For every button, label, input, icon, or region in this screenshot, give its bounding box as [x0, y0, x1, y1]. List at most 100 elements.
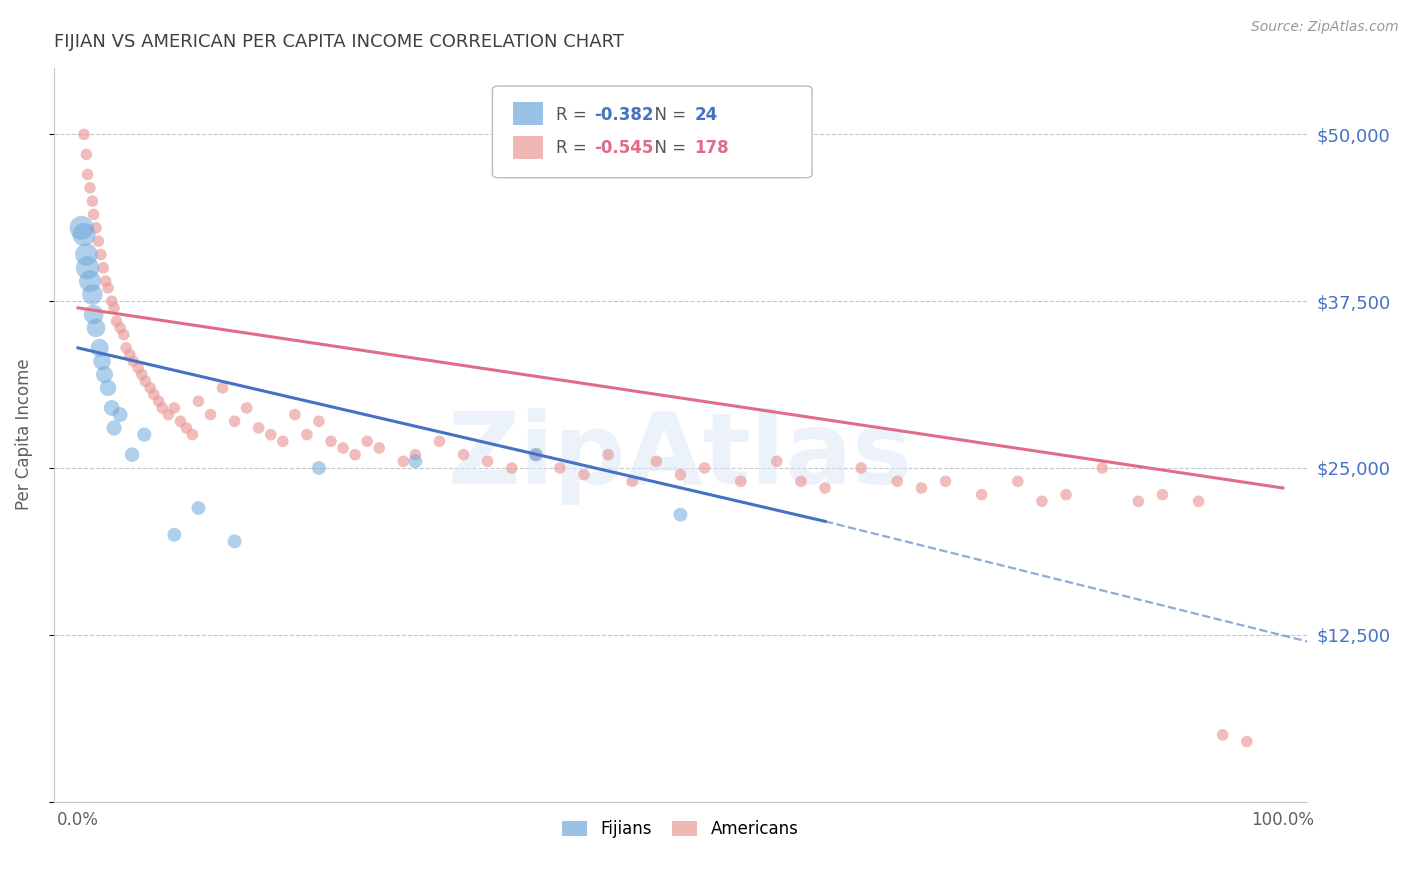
Point	[187, 394, 209, 409]
Point	[669, 467, 692, 482]
Point	[295, 427, 318, 442]
Point	[344, 448, 367, 462]
Point	[105, 314, 128, 328]
Point	[127, 360, 149, 375]
Point	[70, 220, 93, 235]
Point	[76, 260, 98, 275]
Point	[934, 475, 956, 489]
Point	[83, 308, 105, 322]
Point	[260, 427, 283, 442]
Point	[163, 401, 186, 415]
Point	[122, 354, 145, 368]
Point	[886, 475, 908, 489]
Point	[97, 381, 120, 395]
Point	[169, 414, 191, 428]
Text: N =: N =	[644, 105, 692, 124]
Point	[1152, 488, 1174, 502]
Point	[453, 448, 475, 462]
Point	[1091, 461, 1114, 475]
Point	[75, 147, 97, 161]
Point	[404, 454, 426, 468]
Point	[83, 207, 105, 221]
FancyBboxPatch shape	[513, 136, 543, 159]
Point	[79, 181, 101, 195]
Point	[79, 274, 101, 288]
Point	[211, 381, 233, 395]
Point	[621, 475, 644, 489]
Point	[103, 301, 125, 315]
Text: ZipAtlas: ZipAtlas	[449, 409, 912, 505]
Point	[76, 168, 98, 182]
Point	[103, 421, 125, 435]
Point	[121, 448, 143, 462]
Point	[548, 461, 571, 475]
Point	[368, 441, 391, 455]
Point	[200, 408, 222, 422]
Point	[163, 527, 186, 541]
Point	[598, 448, 620, 462]
Point	[1187, 494, 1209, 508]
Point	[1128, 494, 1150, 508]
Text: Source: ZipAtlas.com: Source: ZipAtlas.com	[1251, 20, 1399, 34]
Point	[100, 401, 122, 415]
Point	[392, 454, 415, 468]
Text: FIJIAN VS AMERICAN PER CAPITA INCOME CORRELATION CHART: FIJIAN VS AMERICAN PER CAPITA INCOME COR…	[53, 33, 624, 51]
Point	[1212, 728, 1234, 742]
Point	[148, 394, 170, 409]
Point	[224, 414, 246, 428]
Point	[150, 401, 173, 415]
Point	[89, 341, 111, 355]
Point	[84, 321, 107, 335]
Text: 24: 24	[695, 105, 717, 124]
Legend: Fijians, Americans: Fijians, Americans	[555, 814, 806, 845]
Point	[157, 408, 180, 422]
Point	[308, 414, 330, 428]
Y-axis label: Per Capita Income: Per Capita Income	[15, 359, 32, 510]
Point	[139, 381, 162, 395]
Point	[134, 427, 156, 442]
Point	[404, 448, 426, 462]
Point	[142, 387, 165, 401]
Point	[100, 294, 122, 309]
Point	[501, 461, 523, 475]
Point	[131, 368, 153, 382]
Text: N =: N =	[644, 139, 692, 157]
Point	[94, 274, 117, 288]
Point	[1007, 475, 1029, 489]
Point	[814, 481, 837, 495]
Point	[187, 501, 209, 516]
FancyBboxPatch shape	[492, 86, 813, 178]
Point	[572, 467, 595, 482]
Point	[82, 287, 104, 301]
Point	[970, 488, 993, 502]
Point	[108, 408, 131, 422]
Text: -0.382: -0.382	[593, 105, 654, 124]
Point	[82, 194, 104, 208]
FancyBboxPatch shape	[513, 103, 543, 125]
Point	[91, 354, 114, 368]
Point	[356, 434, 378, 449]
Text: R =: R =	[557, 105, 592, 124]
Point	[790, 475, 813, 489]
Point	[176, 421, 198, 435]
Point	[224, 534, 246, 549]
Point	[1236, 734, 1258, 748]
Point	[1054, 488, 1077, 502]
Point	[910, 481, 932, 495]
Point	[271, 434, 294, 449]
Point	[332, 441, 354, 455]
Point	[319, 434, 342, 449]
Point	[524, 448, 547, 462]
Point	[693, 461, 716, 475]
Point	[90, 247, 112, 261]
Point	[93, 368, 115, 382]
Point	[524, 448, 547, 462]
Text: R =: R =	[557, 139, 592, 157]
Point	[115, 341, 138, 355]
Point	[851, 461, 873, 475]
Point	[235, 401, 257, 415]
Text: -0.545: -0.545	[593, 139, 654, 157]
Point	[97, 281, 120, 295]
Point	[247, 421, 270, 435]
Point	[669, 508, 692, 522]
